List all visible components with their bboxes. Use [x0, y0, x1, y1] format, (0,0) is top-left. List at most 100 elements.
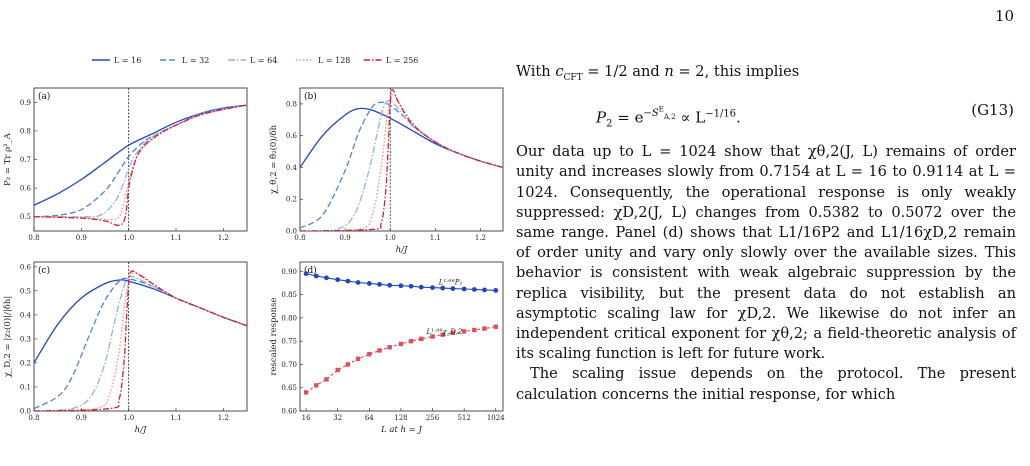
intro-mid: = 1/2 and — [582, 63, 665, 80]
intro-line: With cCFT = 1/2 and n = 2, this implies — [516, 62, 1016, 88]
y-tick-label-b-1: 0.2 — [286, 196, 297, 204]
paragraph-1: Our data up to L = 1024 show that χθ,2(J… — [516, 143, 1016, 363]
x-tick-label-b-3: 1.1 — [430, 234, 441, 242]
y-tick-label-d-4: 0.80 — [281, 314, 297, 322]
scaling-point-chi-16 — [472, 327, 477, 333]
eq-mid: = e — [612, 108, 644, 127]
scaling-point-p2-9 — [398, 283, 404, 289]
y-tick-label-a-4: 0.9 — [20, 99, 31, 107]
scaling-point-p2-16 — [471, 287, 477, 292]
panel-label-c: (c) — [38, 265, 50, 276]
scaling-point-chi-9 — [398, 341, 404, 347]
panel-label-d: (d) — [304, 265, 317, 276]
series-line-c-2 — [34, 275, 247, 411]
legend-label-3: L = 128 — [318, 56, 350, 65]
x-tick-label-d-6: 1024 — [487, 414, 505, 422]
series-line-b-2 — [300, 99, 503, 231]
y-tick-label-b-4: 0.8 — [286, 100, 297, 108]
scaling-point-chi-6 — [367, 351, 372, 357]
x-tick-label-c-3: 1.1 — [170, 414, 181, 422]
intro-c-sub: CFT — [563, 72, 583, 83]
y-tick-label-d-0: 0.60 — [281, 408, 297, 416]
equation-number: (G13) — [971, 101, 1014, 120]
scaling-point-p2-15 — [461, 286, 467, 292]
equation-body: P2 = e−SEA,2 ∝ L−1/16. — [596, 100, 741, 135]
scaling-point-p2-18 — [493, 288, 499, 293]
scaling-point-p2-6 — [366, 281, 372, 286]
y-tick-label-d-1: 0.65 — [281, 384, 297, 392]
scaling-point-p2-10 — [408, 283, 414, 289]
panel-frame-d — [299, 261, 504, 412]
y-tick-label-c-2: 0.2 — [20, 359, 31, 367]
scaling-point-chi-0 — [303, 390, 309, 395]
scaling-point-chi-10 — [408, 338, 414, 344]
series-line-a-0 — [34, 104, 247, 206]
panel-frame-b — [299, 87, 504, 232]
x-axis-label-b: h/J — [396, 245, 408, 255]
eq-exp-sup: E — [658, 106, 664, 115]
scaling-point-p2-2 — [324, 275, 329, 281]
panel-d: 16 32 64 128 256 512 1024 0.60 0.65 0.70 0.75 0.80 0… — [269, 261, 505, 435]
scaling-point-p2-8 — [387, 282, 393, 288]
x-tick-label-c-1: 0.9 — [76, 414, 87, 422]
scaling-point-chi-13 — [440, 332, 445, 337]
series-label-0: L¹ᐟ¹⁶P₂ — [438, 278, 463, 286]
series-line-c-4 — [34, 270, 247, 411]
scaling-point-chi-15 — [461, 329, 467, 334]
scaling-point-chi-7 — [377, 348, 382, 353]
scaling-point-p2-7 — [377, 281, 382, 287]
x-tick-label-d-4: 256 — [426, 414, 440, 422]
x-tick-label-a-3: 1.1 — [170, 234, 181, 242]
scaling-line-1 — [305, 326, 496, 393]
eq-lhs: P — [596, 108, 607, 127]
scaling-point-chi-11 — [419, 336, 424, 342]
series-line-c-3 — [34, 272, 247, 411]
scaling-point-chi-17 — [482, 326, 487, 331]
legend-label-1: L = 32 — [182, 56, 209, 65]
series-line-a-1 — [34, 104, 247, 218]
scaling-point-p2-13 — [440, 285, 446, 291]
x-tick-label-b-4: 1.2 — [475, 234, 486, 242]
x-tick-label-c-2: 1.0 — [123, 414, 134, 422]
y-tick-label-c-4: 0.4 — [20, 311, 32, 319]
y-tick-label-a-3: 0.8 — [20, 127, 31, 135]
scaling-point-chi-12 — [430, 334, 435, 339]
scaling-point-p2-5 — [355, 280, 361, 285]
scaling-point-chi-3 — [335, 367, 340, 373]
eq-rhs: ∝ L — [675, 108, 706, 127]
intro-n: n — [664, 63, 674, 80]
y-tick-label-a-2: 0.7 — [20, 156, 31, 164]
panel-c: 0.8 0.9 1.0 1.1 1.2 0.0 0.1 0.2 0.3 0.4 0.5 0.6 (c) h… — [2, 261, 248, 435]
x-tick-label-d-3: 128 — [394, 414, 407, 422]
scaling-point-chi-2 — [324, 377, 329, 382]
x-axis-label-c: h/J — [135, 425, 147, 435]
scaling-point-p2-12 — [430, 285, 435, 291]
legend-label-2: L = 64 — [250, 56, 277, 65]
body-text: With cCFT = 1/2 and n = 2, this implies … — [516, 62, 1016, 405]
x-tick-label-b-1: 0.9 — [340, 234, 351, 242]
series-line-c-1 — [34, 277, 247, 410]
legend: L = 16 L = 32 L = 64 L = 128 L = 256 — [92, 56, 418, 65]
y-tick-label-d-5: 0.85 — [281, 291, 297, 299]
scaling-point-chi-4 — [345, 362, 351, 367]
series-label-1: L¹ᐟ¹⁶χ_D,2 — [426, 328, 463, 336]
x-tick-label-a-1: 0.9 — [76, 234, 87, 242]
eq-lhs-sub: 2 — [606, 118, 613, 130]
y-tick-label-a-1: 0.6 — [20, 185, 32, 193]
legend-label-4: L = 256 — [386, 56, 418, 65]
scaling-point-chi-14 — [450, 330, 456, 335]
scaling-point-p2-4 — [345, 278, 351, 284]
x-tick-label-a-0: 0.8 — [28, 234, 39, 242]
legend-label-0: L = 16 — [114, 56, 141, 65]
series-line-a-3 — [34, 104, 247, 221]
x-axis-label-d: L at h = J — [380, 425, 423, 435]
scaling-point-chi-18 — [493, 324, 498, 329]
y-tick-label-a-0: 0.5 — [20, 213, 31, 221]
intro-post: = 2, this implies — [673, 63, 800, 80]
y-axis-label-a: P₂ = Tr ρ²_A — [3, 132, 13, 186]
eq-exp-sub: A,2 — [663, 113, 676, 122]
x-tick-label-a-2: 1.0 — [123, 234, 134, 242]
y-axis-label-c: χ_D,2 = |z₂(0)|/|δh| — [2, 296, 13, 377]
y-tick-label-b-3: 0.6 — [286, 132, 298, 140]
panel-label-b: (b) — [304, 91, 317, 102]
